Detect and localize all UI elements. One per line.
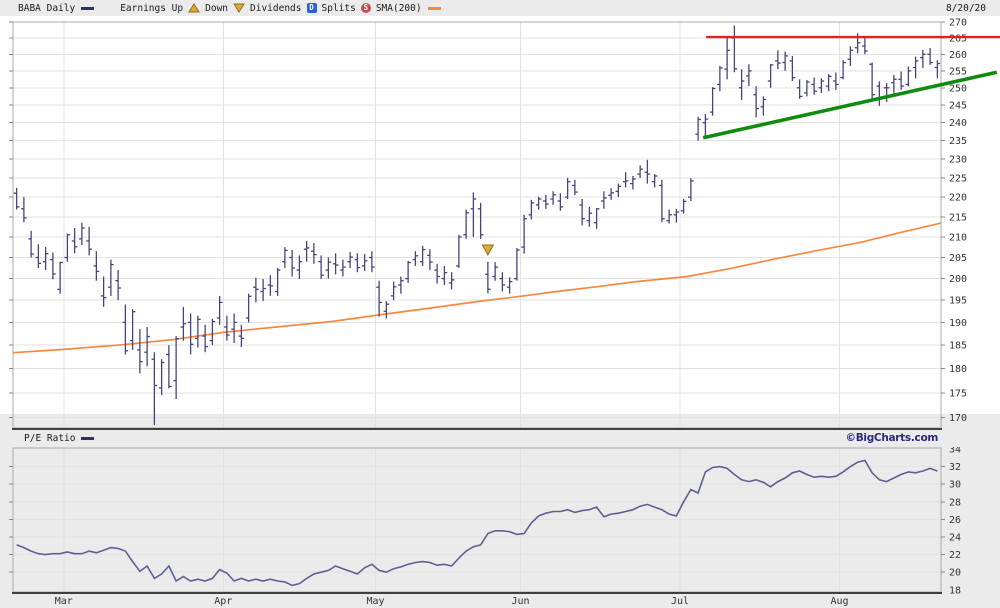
price-plot-border xyxy=(12,21,942,429)
price-axis-label: 270 xyxy=(949,18,967,29)
month-label: Apr xyxy=(214,596,232,607)
price-axis-label: 225 xyxy=(949,173,967,184)
price-axis-label: 240 xyxy=(949,118,967,129)
splits-label: Splits xyxy=(321,2,356,14)
price-axis-label: 185 xyxy=(949,341,967,352)
pe-ratio-label: P/E Ratio xyxy=(24,433,76,444)
pe-axis-label: 30 xyxy=(949,480,961,491)
dividends-badge-icon: D xyxy=(306,3,317,13)
pe-axis-label: 32 xyxy=(949,462,961,473)
pe-axis-label: 22 xyxy=(949,550,961,561)
earnings-up-triangle-icon xyxy=(188,3,201,13)
earnings-up-label: Earnings Up xyxy=(120,2,184,14)
earnings-down-label: Down xyxy=(205,2,229,14)
price-axis-label: 220 xyxy=(949,193,967,204)
price-axis-label: 180 xyxy=(949,364,967,375)
chart-toolbar: BABA Daily Earnings Up Down Dividends D … xyxy=(0,0,1000,16)
pe-axis-label: 20 xyxy=(949,568,961,579)
month-label: Mar xyxy=(55,596,73,607)
price-axis-label: 205 xyxy=(949,253,967,264)
pe-axis-label: 18 xyxy=(949,585,961,596)
pe-chart-background xyxy=(0,0,1000,146)
sma200-line xyxy=(12,222,942,354)
price-axis-label: 260 xyxy=(949,50,967,61)
pe-section-header: P/E Ratio ©BigCharts.com xyxy=(0,430,1000,447)
price-axis-label: 245 xyxy=(949,101,967,112)
earnings-down-marker-icon xyxy=(481,244,495,257)
price-axis-label: 175 xyxy=(949,388,967,399)
pe-axis-label: 24 xyxy=(949,533,961,544)
month-label: Jul xyxy=(671,596,689,607)
price-axis-label: 200 xyxy=(949,274,967,285)
earnings-down-triangle-icon xyxy=(233,3,245,13)
price-axis-label: 235 xyxy=(949,136,967,147)
dividends-label: Dividends xyxy=(250,2,302,14)
month-label: May xyxy=(366,596,384,607)
price-series-swatch-icon xyxy=(81,6,95,10)
price-axis-label: 170 xyxy=(949,413,967,424)
pe-axis-label: 28 xyxy=(949,497,961,508)
price-axis-label: 250 xyxy=(949,83,967,94)
pe-plot-border xyxy=(12,447,942,593)
price-axis-label: 195 xyxy=(949,296,967,307)
pe-axis-label: 26 xyxy=(949,515,961,526)
price-axis-label: 255 xyxy=(949,66,967,77)
price-axis-label: 230 xyxy=(949,155,967,166)
bigcharts-copyright: ©BigCharts.com xyxy=(845,432,939,444)
symbol-daily-label: BABA Daily xyxy=(18,2,76,14)
pe-ratio-line xyxy=(16,459,938,587)
price-axis-label: 265 xyxy=(949,33,967,44)
price-axis-label: 210 xyxy=(949,232,967,243)
chart-date: 8/20/20 xyxy=(945,3,986,14)
sma200-label: SMA(200) xyxy=(375,2,422,14)
pe-axis-label: 34 xyxy=(949,445,961,456)
price-axis-label: 190 xyxy=(949,318,967,329)
pe-series-swatch-icon xyxy=(81,437,95,440)
month-label: Jun xyxy=(511,596,529,607)
month-label: Aug xyxy=(830,596,848,607)
price-bars xyxy=(13,25,941,426)
splits-badge-icon: S xyxy=(360,3,371,13)
support-trendline xyxy=(702,70,998,140)
price-axis-label: 215 xyxy=(949,212,967,223)
sma200-swatch-icon xyxy=(427,6,441,10)
